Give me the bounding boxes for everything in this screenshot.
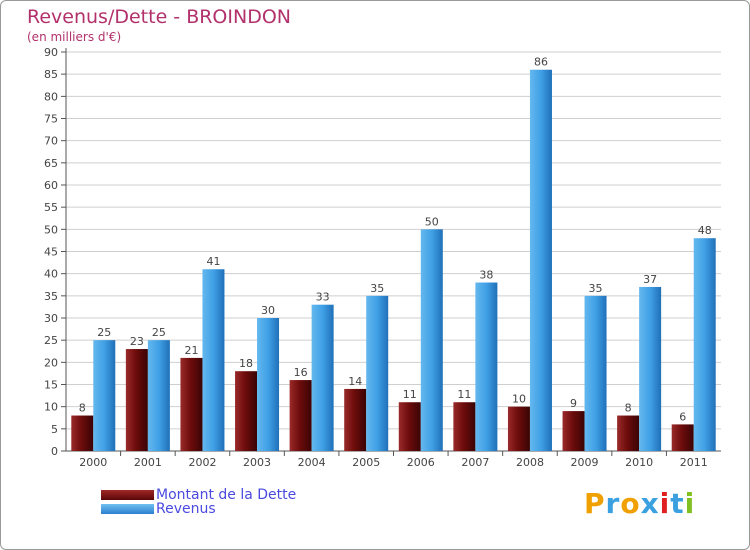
data-label-debt: 8 (79, 402, 86, 415)
y-tick-label: 65 (44, 157, 58, 170)
legend-item-debt: Montant de la Dette (101, 487, 296, 503)
y-tick-label: 40 (44, 268, 58, 281)
chart-title: Revenus/Dette - BROINDON (27, 6, 292, 28)
x-tick-label: 2007 (461, 456, 489, 469)
x-tick-label: 2004 (298, 456, 326, 469)
legend-label-debt: Montant de la Dette (156, 487, 297, 503)
x-tick-label: 2006 (407, 456, 435, 469)
data-label-debt: 9 (570, 397, 577, 410)
data-label-debt: 8 (625, 402, 632, 415)
bar-debt (507, 406, 530, 451)
bar-revenue (311, 304, 334, 451)
logo-letter: x (640, 487, 660, 520)
y-tick-label: 15 (44, 379, 58, 392)
data-label-debt: 21 (184, 344, 198, 357)
legend-label-revenue: Revenus (156, 501, 216, 517)
x-tick-label: 2011 (680, 456, 708, 469)
bar-revenue (366, 295, 389, 451)
bar-debt (617, 415, 640, 451)
y-tick-label: 70 (44, 135, 58, 148)
y-tick-label: 80 (44, 90, 58, 103)
y-tick-label: 35 (44, 290, 58, 303)
data-label-revenue: 25 (97, 326, 111, 339)
data-label-debt: 10 (512, 393, 526, 406)
x-tick-label: 2010 (625, 456, 653, 469)
bar-revenue (420, 229, 443, 451)
bar-debt (180, 357, 203, 451)
y-tick-label: 20 (44, 356, 58, 369)
bar-debt (562, 411, 585, 451)
bar-revenue (257, 318, 280, 451)
x-tick-label: 2002 (188, 456, 216, 469)
y-tick-label: 30 (44, 312, 58, 325)
bar-debt (289, 380, 312, 451)
data-label-revenue: 37 (643, 273, 657, 286)
bar-revenue (639, 286, 662, 451)
bar-revenue (202, 269, 225, 451)
x-tick-label: 2009 (571, 456, 599, 469)
y-tick-label: 60 (44, 179, 58, 192)
y-tick-label: 55 (44, 201, 58, 214)
bar-revenue (93, 340, 116, 451)
legend-item-revenue: Revenus (101, 501, 216, 517)
data-label-debt: 11 (457, 388, 471, 401)
x-tick-label: 2003 (243, 456, 271, 469)
data-label-revenue: 25 (152, 326, 166, 339)
data-label-debt: 16 (294, 366, 308, 379)
proxiti-logo: Proxiti (584, 487, 695, 520)
data-label-revenue: 48 (698, 224, 712, 237)
data-label-debt: 23 (130, 335, 144, 348)
y-tick-label: 0 (51, 445, 58, 458)
y-tick-label: 5 (51, 423, 58, 436)
logo-letter: P (584, 487, 606, 520)
y-tick-label: 50 (44, 223, 58, 236)
bar-revenue (584, 295, 607, 451)
x-tick-label: 2008 (516, 456, 544, 469)
bar-debt (235, 371, 258, 451)
x-tick-label: 2005 (352, 456, 380, 469)
logo-letter: i (659, 487, 671, 520)
bar-debt (453, 402, 476, 451)
data-label-revenue: 50 (425, 215, 439, 228)
bar-debt (71, 415, 94, 451)
logo-letter: r (605, 487, 621, 520)
logo-letter: o (620, 487, 641, 520)
bar-revenue (693, 238, 716, 451)
data-label-debt: 6 (679, 410, 686, 423)
chart-subtitle: (en milliers d'€) (27, 30, 122, 44)
data-label-debt: 11 (403, 388, 417, 401)
data-label-revenue: 30 (261, 304, 275, 317)
bar-revenue (529, 69, 552, 451)
y-tick-label: 25 (44, 334, 58, 347)
bar-revenue (147, 340, 170, 451)
data-label-revenue: 35 (589, 282, 603, 295)
legend-swatch-debt (101, 490, 154, 500)
x-tick-label: 2001 (134, 456, 162, 469)
logo-letter: t (670, 487, 685, 520)
y-tick-label: 10 (44, 401, 58, 414)
bar-revenue (475, 282, 498, 451)
data-label-debt: 18 (239, 357, 253, 370)
data-label-revenue: 41 (206, 255, 220, 268)
bar-debt (125, 349, 148, 451)
y-tick-label: 75 (44, 113, 58, 126)
bar-debt (671, 424, 694, 451)
bar-debt (398, 402, 421, 451)
data-label-debt: 14 (348, 375, 362, 388)
data-label-revenue: 33 (316, 291, 330, 304)
data-label-revenue: 38 (479, 269, 493, 282)
data-label-revenue: 86 (534, 56, 548, 69)
legend-swatch-revenue (101, 504, 154, 514)
y-tick-label: 85 (44, 68, 58, 81)
logo-letter: i (684, 487, 696, 520)
x-tick-label: 2000 (79, 456, 107, 469)
y-tick-label: 45 (44, 246, 58, 259)
bar-debt (344, 388, 367, 451)
data-label-revenue: 35 (370, 282, 384, 295)
y-tick-label: 90 (44, 46, 58, 59)
